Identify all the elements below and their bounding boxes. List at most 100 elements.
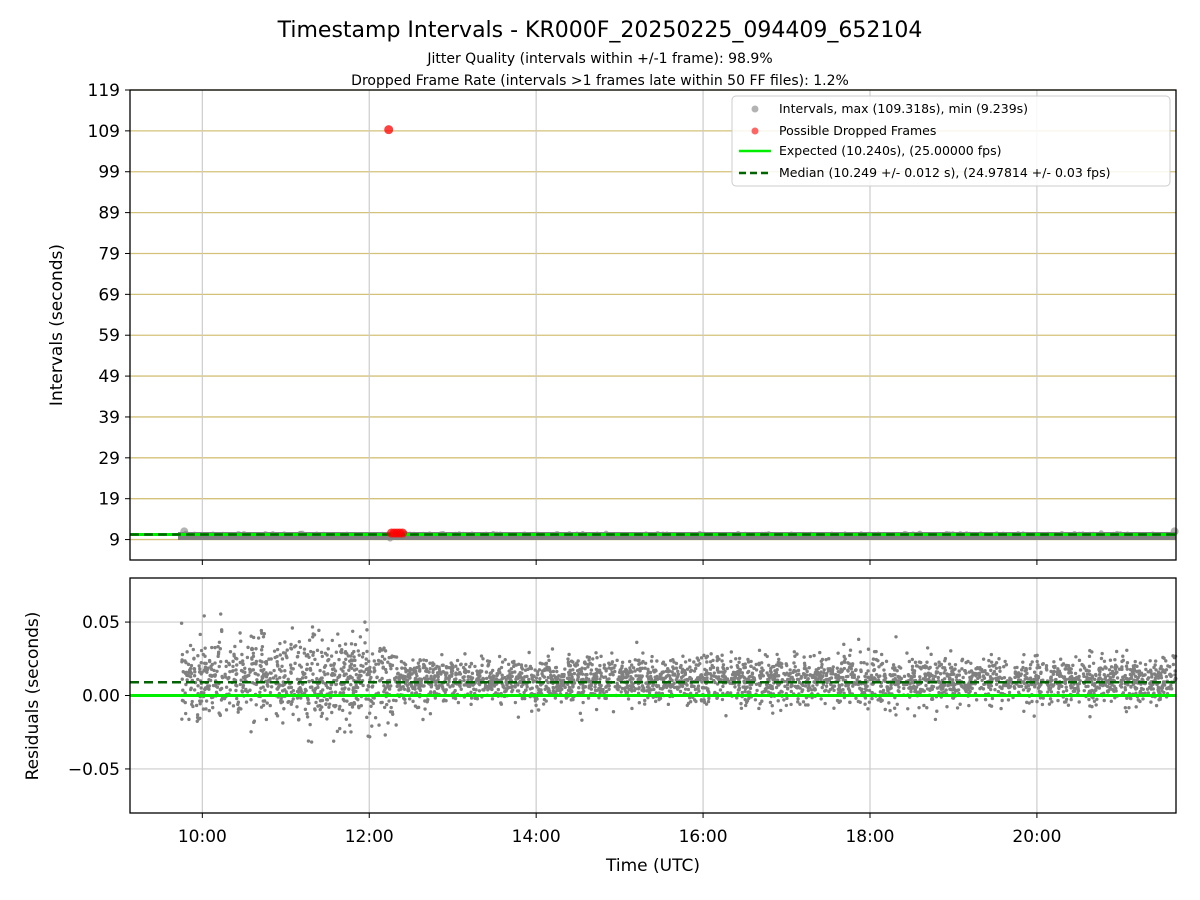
residual-point: [681, 654, 685, 658]
residual-point: [1093, 681, 1097, 686]
residual-point: [1016, 671, 1021, 675]
residual-point: [613, 685, 617, 689]
residual-point: [473, 664, 477, 669]
residual-point: [946, 683, 951, 688]
residual-point: [598, 663, 602, 668]
residual-point: [249, 698, 253, 702]
residual-point: [496, 687, 501, 692]
residual-point: [1087, 664, 1092, 669]
residual-point: [647, 691, 652, 695]
residual-point: [244, 687, 248, 692]
residual-point: [516, 715, 521, 719]
residual-point: [985, 672, 989, 676]
residual-point: [1012, 685, 1016, 689]
y-tick-label: 29: [98, 449, 120, 469]
residual-point: [717, 677, 721, 682]
residual-point: [289, 702, 293, 706]
residual-point: [640, 674, 644, 678]
residual-point: [274, 711, 279, 716]
residual-point: [372, 659, 376, 663]
residual-point: [251, 661, 256, 666]
residual-point: [679, 663, 683, 668]
residual-point: [375, 675, 379, 679]
residual-point: [382, 657, 387, 661]
residual-point: [949, 672, 953, 677]
residual-point: [880, 698, 884, 703]
residual-point: [1028, 663, 1033, 667]
residual-point: [1103, 683, 1108, 687]
residual-point: [519, 663, 524, 667]
residual-point: [802, 655, 806, 659]
residual-point: [795, 652, 799, 656]
residual-point: [443, 671, 447, 675]
residual-point: [1091, 661, 1096, 665]
residual-point: [1154, 703, 1159, 708]
residual-point: [405, 683, 410, 688]
residual-point: [255, 678, 259, 682]
residual-point: [244, 700, 249, 704]
residual-point: [783, 673, 788, 677]
residual-point: [576, 672, 581, 676]
residual-point: [993, 663, 997, 667]
residual-point: [1049, 679, 1053, 683]
residual-point: [373, 669, 377, 673]
residual-point: [696, 658, 701, 662]
residual-point: [913, 689, 917, 694]
residual-point: [334, 650, 339, 654]
residual-point: [740, 690, 744, 695]
residual-point: [844, 683, 848, 688]
residual-point: [533, 668, 537, 672]
residual-point: [980, 678, 984, 683]
residual-point: [729, 676, 734, 681]
residual-point: [296, 690, 301, 694]
residual-point: [317, 628, 321, 633]
residual-point: [666, 702, 671, 707]
residual-point: [367, 659, 371, 663]
residual-point: [390, 712, 395, 716]
residual-point: [705, 676, 709, 680]
residual-point: [658, 686, 663, 691]
residual-point: [355, 685, 360, 690]
residual-point: [1007, 690, 1012, 695]
residual-point: [273, 655, 277, 660]
residual-point: [964, 689, 968, 694]
residual-point: [594, 651, 598, 655]
residual-point: [686, 677, 690, 682]
residual-point: [822, 671, 826, 675]
residual-point: [1120, 681, 1124, 686]
residual-point: [357, 705, 361, 710]
residual-point: [874, 649, 878, 654]
residual-point: [799, 676, 803, 680]
residual-point: [340, 708, 345, 713]
residual-point: [1046, 690, 1050, 694]
residual-point: [734, 657, 738, 661]
residual-point: [1021, 688, 1026, 692]
residual-point: [907, 674, 911, 678]
residual-point: [275, 687, 280, 691]
residual-point: [887, 687, 892, 691]
residual-point: [363, 641, 367, 645]
residual-point: [651, 684, 655, 688]
residual-point: [339, 667, 343, 671]
residual-point: [1035, 653, 1039, 658]
residual-point: [613, 663, 617, 668]
residual-point: [387, 687, 392, 691]
residual-point: [882, 668, 886, 672]
residual-point: [907, 659, 912, 664]
residual-point: [933, 662, 938, 666]
residual-point: [455, 658, 460, 663]
residual-point: [219, 698, 224, 702]
residual-point: [1162, 683, 1167, 687]
residual-point: [703, 667, 707, 672]
residual-point: [676, 669, 680, 674]
residual-point: [704, 656, 708, 660]
residual-point: [689, 677, 694, 681]
residual-point: [557, 674, 561, 678]
residual-point: [213, 673, 218, 677]
residual-point: [469, 702, 473, 707]
residual-point: [318, 699, 323, 703]
residual-point: [258, 690, 262, 694]
residual-point: [633, 669, 637, 673]
residual-point: [306, 701, 310, 705]
